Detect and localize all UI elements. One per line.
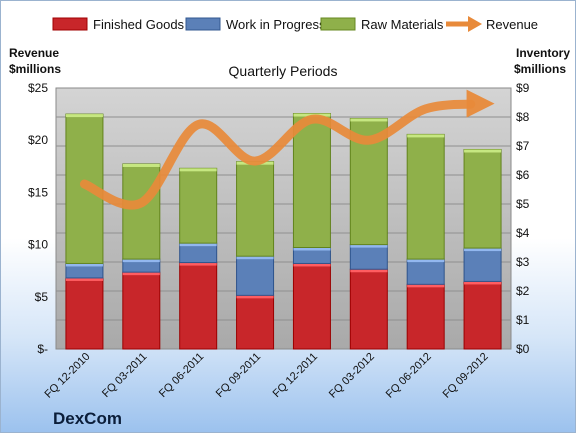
bar-raw-materials — [179, 167, 218, 244]
legend-swatch-2 — [320, 17, 356, 31]
bar-cap — [122, 163, 160, 167]
bar-cap — [407, 134, 445, 138]
x-tick-label: FQ 09-2011 — [214, 351, 263, 400]
bar-cap — [236, 256, 274, 260]
legend-swatch-1 — [185, 17, 221, 31]
bar-cap — [65, 114, 103, 118]
legend-label-3: Revenue — [486, 17, 538, 32]
bar-cap — [293, 263, 331, 267]
bar-cap — [464, 149, 502, 153]
bar-finished-goods — [179, 262, 218, 350]
bar-finished-goods — [349, 268, 388, 350]
right-axis-label-line1: Inventory — [516, 46, 570, 60]
left-tick-label: $- — [37, 342, 48, 356]
revenue-line — [79, 99, 476, 210]
right-tick-label: $1 — [516, 313, 530, 327]
left-tick-label: $25 — [28, 81, 48, 95]
right-tick-label: $0 — [516, 342, 530, 356]
bar-cap — [464, 248, 502, 252]
bar-cap — [122, 272, 160, 276]
right-tick-label: $7 — [516, 139, 530, 153]
left-tick-label: $20 — [28, 133, 48, 147]
bar-finished-goods — [122, 271, 161, 350]
bar-raw-materials — [406, 133, 445, 260]
bar-work-in-progress — [236, 255, 275, 296]
bar-cap — [407, 259, 445, 263]
right-tick-label: $3 — [516, 255, 530, 269]
legend-label-2: Raw Materials — [361, 17, 444, 32]
right-axis-label-line2: $millions — [514, 62, 566, 76]
x-axis-ticks: FQ 12-2010 FQ 03-2011 FQ 06-2011 FQ 09-2011… — [43, 351, 491, 401]
bar-raw-materials — [463, 148, 502, 249]
left-axis-label-line2: $millions — [9, 62, 61, 76]
revenue-arrowhead — [466, 89, 495, 118]
bar-cap — [350, 244, 388, 248]
right-tick-label: $6 — [516, 168, 530, 182]
left-axis-ticks: $- $5 $10 $15 $20 $25 — [28, 81, 48, 356]
left-tick-label: $10 — [28, 238, 48, 252]
bar-cap — [407, 284, 445, 288]
x-tick-label: FQ 09-2012 — [441, 351, 491, 401]
bar-work-in-progress — [349, 244, 388, 270]
bar-finished-goods — [236, 294, 275, 350]
bar-work-in-progress — [463, 247, 502, 282]
bar-finished-goods — [65, 277, 104, 350]
left-axis-label-line1: Revenue — [9, 46, 59, 60]
bar-work-in-progress — [406, 258, 445, 285]
bar-raw-materials — [122, 163, 161, 260]
x-tick-label: FQ 06-2012 — [384, 351, 434, 401]
bar-raw-materials — [236, 161, 275, 257]
right-tick-label: $5 — [516, 197, 530, 211]
right-tick-label: $9 — [516, 81, 530, 95]
legend-label-1: Work in Progress — [226, 17, 326, 32]
bar-cap — [350, 269, 388, 273]
legend-arrow-head — [468, 16, 482, 32]
right-tick-label: $4 — [516, 226, 530, 240]
right-tick-label: $2 — [516, 284, 530, 298]
bar-finished-goods — [463, 280, 502, 350]
right-tick-label: $8 — [516, 110, 530, 124]
x-tick-label: FQ 12-2011 — [271, 351, 320, 400]
bar-cap — [464, 281, 502, 285]
revenue-line-group — [79, 89, 495, 210]
x-tick-label: FQ 06-2011 — [157, 351, 206, 400]
chart-subtitle: Quarterly Periods — [229, 63, 338, 79]
legend-swatch-0 — [52, 17, 88, 31]
bar-cap — [65, 277, 103, 281]
bar-cap — [65, 263, 103, 267]
left-tick-label: $5 — [35, 290, 49, 304]
x-tick-label: FQ 03-2011 — [100, 351, 149, 400]
bar-cap — [122, 259, 160, 263]
bar-cap — [236, 295, 274, 299]
bar-cap — [179, 168, 217, 172]
chart-legend: Finished Goods Work in Progress Raw Materi… — [52, 16, 538, 32]
bar-cap — [350, 118, 388, 122]
bar-cap — [293, 247, 331, 251]
bar-finished-goods — [406, 283, 445, 350]
brand-label: DexCom — [53, 409, 122, 428]
bar-cap — [179, 262, 217, 266]
bar-raw-materials — [292, 113, 331, 248]
bar-finished-goods — [292, 262, 331, 350]
legend-label-0: Finished Goods — [93, 17, 185, 32]
bar-cap — [179, 243, 217, 247]
x-tick-label: FQ 03-2012 — [327, 351, 377, 401]
right-axis-ticks: $0 $1 $2 $3 $4 $5 $6 $7 $8 $9 — [516, 81, 530, 356]
left-tick-label: $15 — [28, 185, 48, 199]
x-tick-label: FQ 12-2010 — [43, 351, 93, 401]
